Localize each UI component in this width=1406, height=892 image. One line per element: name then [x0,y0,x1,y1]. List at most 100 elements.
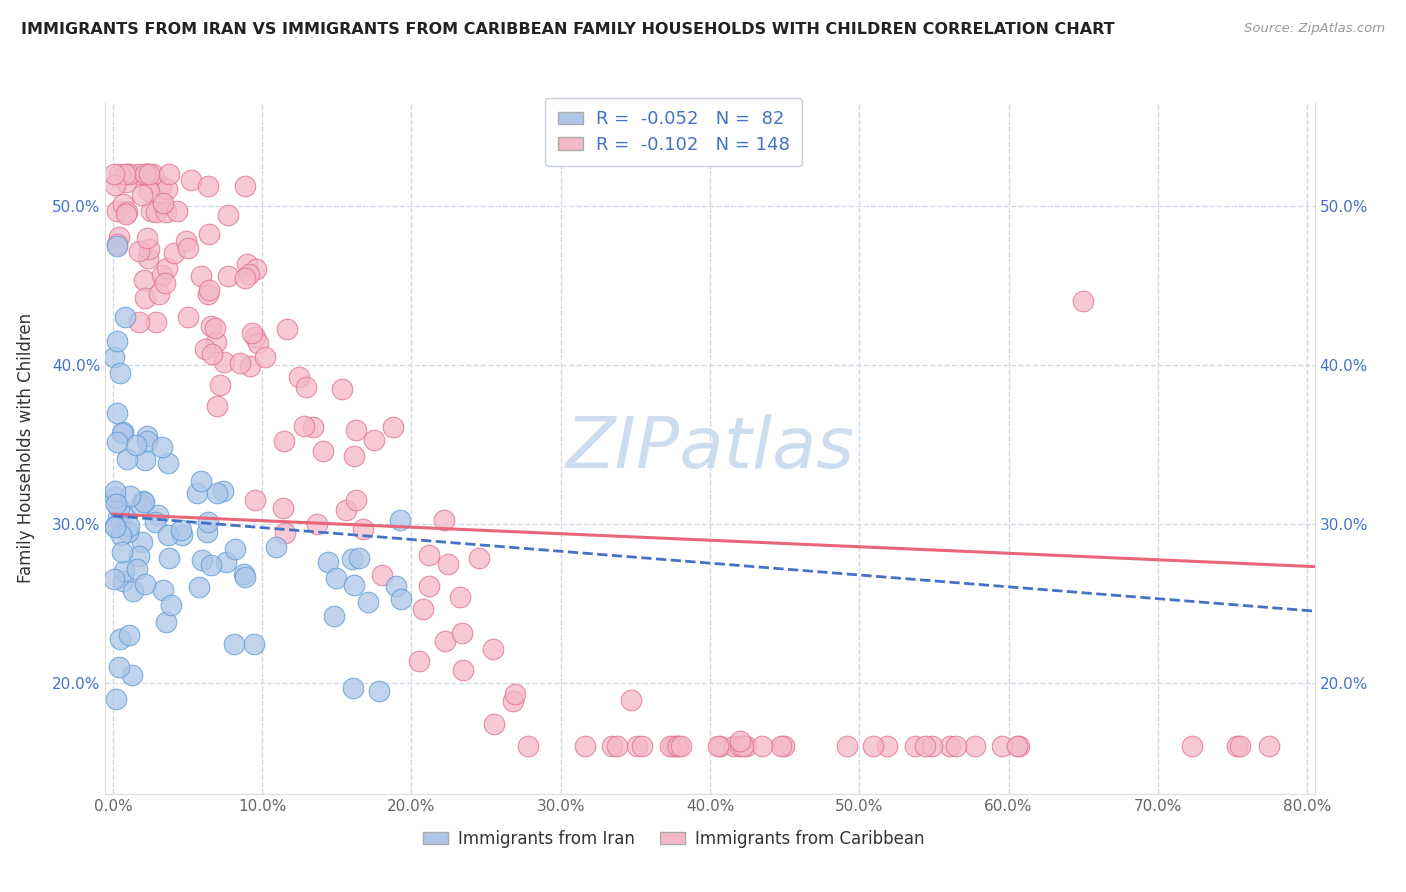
Point [626,739,648,754]
Point [245,262,267,277]
Point [342,551,364,566]
Point [170,523,193,537]
Point [150,440,173,454]
Point [904,739,927,754]
Point [205,486,228,500]
Point [243,330,266,344]
Text: Source: ZipAtlas.com: Source: ZipAtlas.com [1244,22,1385,36]
Point [371,567,394,582]
Point [236,257,259,271]
Point [104,518,127,533]
Point [876,739,898,754]
Point [166,204,188,219]
Point [921,739,943,754]
Point [215,556,238,570]
Point [662,739,685,754]
Point [197,287,219,301]
Point [388,513,411,527]
Point [233,566,256,581]
Point [198,283,221,297]
Point [367,684,389,698]
Point [433,513,456,527]
Point [105,204,128,219]
Point [233,179,256,194]
Point [110,528,132,542]
Point [155,205,177,219]
Point [217,268,239,283]
Point [1181,739,1204,754]
Point [134,577,156,591]
Point [666,739,689,754]
Point [103,573,125,587]
Point [143,516,166,530]
Point [132,272,155,286]
Point [238,267,260,281]
Point [131,494,153,508]
Point [134,167,156,181]
Point [723,739,745,754]
Point [112,508,135,522]
Point [170,527,193,541]
Point [115,204,138,219]
Point [254,350,277,364]
Point [117,524,139,539]
Point [114,310,136,325]
Point [346,492,368,507]
Point [201,347,224,361]
Point [224,637,246,651]
Point [939,739,962,754]
Point [112,425,135,439]
Text: ZIPatlas: ZIPatlas [565,414,855,483]
Point [751,739,773,754]
Point [138,242,160,256]
Point [104,483,127,498]
Point [408,654,430,668]
Point [505,687,527,701]
Point [835,739,858,754]
Point [247,335,270,350]
Point [481,641,503,656]
Point [205,399,228,413]
Point [451,626,474,640]
Point [709,739,731,754]
Point [191,553,214,567]
Point [136,429,159,443]
Point [134,453,156,467]
Point [110,545,132,559]
Point [110,632,132,647]
Point [136,252,159,266]
Point [197,179,219,194]
Point [118,519,141,533]
Point [131,535,153,549]
Point [145,205,167,219]
Point [145,315,167,329]
Point [301,420,323,434]
Point [287,370,309,384]
Point [205,335,228,350]
Point [135,230,157,244]
Point [307,516,329,531]
Point [357,595,380,609]
Point [108,659,131,673]
Point [156,182,179,196]
Point [666,739,689,754]
Point [107,406,129,420]
Point [316,555,339,569]
Point [141,204,163,219]
Point [128,316,150,330]
Point [600,739,623,754]
Point [606,739,628,754]
Point [294,380,316,394]
Point [965,739,987,754]
Point [1226,739,1249,754]
Point [335,502,357,516]
Point [238,359,260,373]
Point [163,245,186,260]
Point [659,739,682,754]
Point [125,562,148,576]
Point [1229,739,1251,754]
Point [157,550,180,565]
Point [197,515,219,529]
Point [104,490,127,504]
Point [138,167,160,181]
